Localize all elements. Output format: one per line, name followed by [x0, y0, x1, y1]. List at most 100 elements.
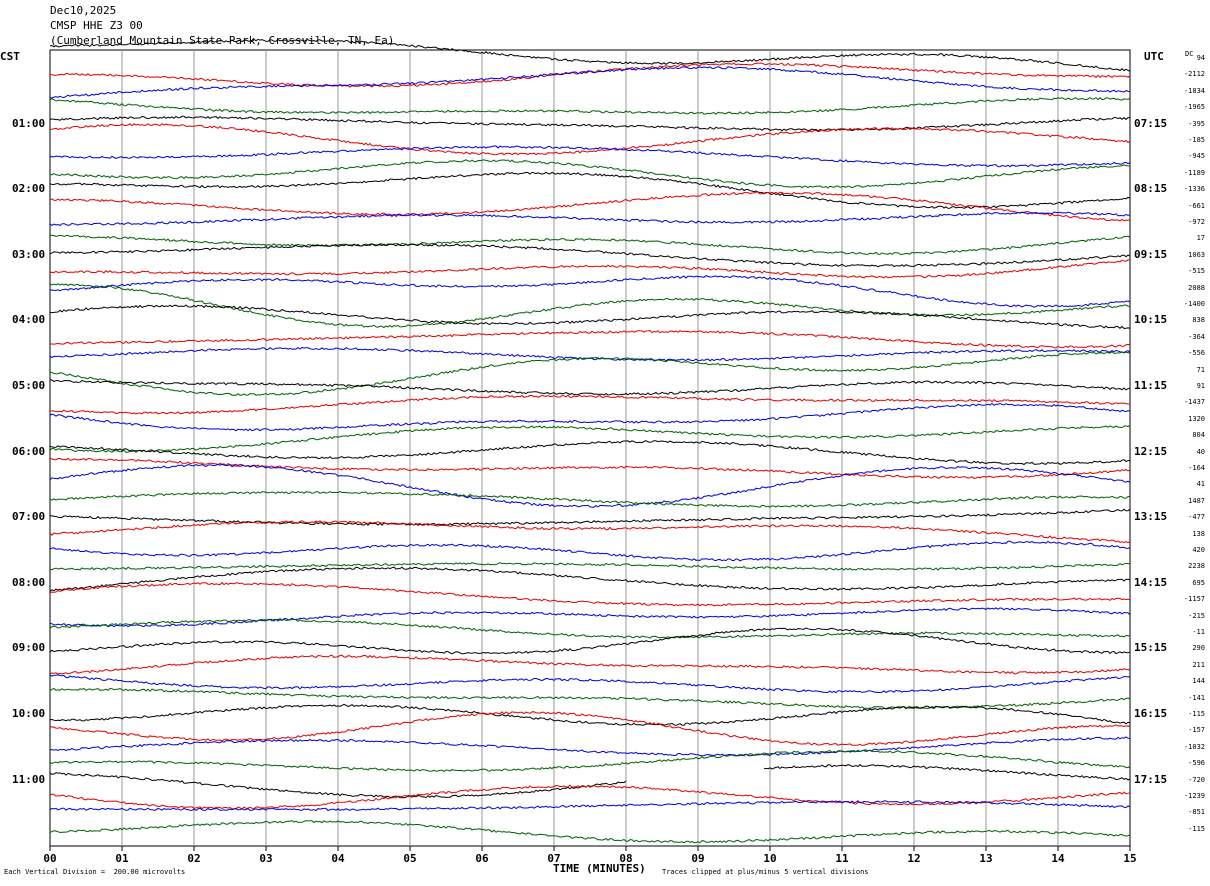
dc-offset-label: -515 — [1188, 267, 1205, 276]
right-time-label: 10:15 — [1134, 313, 1168, 327]
right-time-label: 17:15 — [1134, 772, 1168, 786]
dc-offset-label: 17 — [1196, 234, 1205, 243]
seismic-trace — [49, 627, 1131, 655]
x-tick-label: 15 — [1123, 852, 1136, 865]
left-time-label: 11:00 — [12, 772, 46, 786]
left-time-label: 04:00 — [12, 313, 46, 327]
seismic-trace — [49, 329, 1131, 349]
right-time-label: 11:15 — [1134, 379, 1168, 392]
seismic-trace — [49, 243, 1131, 268]
seismic-trace — [49, 711, 1131, 746]
x-tick-label: 08 — [619, 852, 632, 865]
x-tick-label: 06 — [475, 852, 489, 865]
dc-offset-label: -972 — [1188, 218, 1205, 226]
seismic-trace — [49, 463, 1131, 508]
x-tick-label: 05 — [403, 852, 416, 865]
x-tick-label: 13 — [979, 852, 992, 865]
x-tick-label: 11 — [835, 852, 849, 865]
seismic-trace — [49, 96, 1131, 115]
seismic-trace — [49, 275, 1131, 308]
right-time-label: 07:15 — [1134, 116, 1168, 130]
seismic-trace — [49, 654, 1131, 675]
seismic-trace — [49, 234, 1131, 255]
right-time-label: 16:15 — [1134, 707, 1168, 720]
dc-offset-label: 1487 — [1188, 496, 1205, 505]
dc-offset-label: -2112 — [1183, 70, 1205, 79]
x-tick-label: 09 — [691, 852, 704, 865]
dc-offset-label: 804 — [1192, 431, 1205, 440]
left-time-label: 05:00 — [12, 379, 46, 392]
right-time-label: 08:15 — [1134, 182, 1168, 196]
dc-offset-label: -215 — [1188, 611, 1205, 620]
left-time-label: 01:00 — [12, 116, 46, 130]
footer-right: Traces clipped at plus/minus 5 vertical … — [662, 868, 869, 876]
dc-offset-label: -1400 — [1183, 300, 1205, 308]
x-tick-label: 00 — [43, 852, 56, 865]
seismic-trace — [49, 607, 1131, 628]
left-time-label: 10:00 — [12, 707, 46, 720]
dc-offset-label: 838 — [1192, 316, 1205, 325]
seismic-trace — [49, 618, 1131, 639]
left-zone-label: CST — [0, 50, 20, 63]
dc-offset-label: 91 — [1196, 382, 1205, 390]
plot-frame — [49, 49, 1131, 847]
x-tick-label: 01 — [115, 852, 129, 865]
seismic-trace — [49, 687, 1131, 710]
seismic-trace — [49, 540, 1131, 562]
seismic-trace — [49, 520, 1131, 544]
seismic-trace — [49, 115, 1131, 132]
dc-offset-label: -661 — [1188, 201, 1205, 210]
seismic-trace — [49, 346, 1131, 362]
seismic-trace — [49, 800, 1131, 812]
header-station: CMSP HHE Z3 00 — [50, 19, 143, 32]
seismic-trace — [49, 508, 1131, 526]
dc-offset-label: -164 — [1188, 464, 1205, 472]
right-time-label: 14:15 — [1134, 575, 1168, 589]
seismic-trace — [49, 581, 1131, 607]
seismic-trace — [49, 145, 1131, 168]
seismic-trace — [49, 402, 1131, 432]
dc-offset-label: -11 — [1192, 628, 1205, 636]
seismic-trace — [49, 566, 1131, 592]
dc-offset-label: 40 — [1196, 447, 1205, 456]
left-time-label: 09:00 — [12, 641, 46, 655]
right-time-label: 13:15 — [1134, 510, 1168, 524]
x-axis-label: TIME (MINUTES) — [553, 862, 646, 875]
x-tick-label: 14 — [1051, 852, 1065, 865]
dc-offset-label: -945 — [1188, 152, 1205, 161]
left-time-label: 06:00 — [12, 444, 46, 458]
dc-offset-label: -141 — [1188, 693, 1205, 702]
x-tick-label: 12 — [907, 852, 920, 865]
dc-offset-label: -115 — [1188, 824, 1205, 833]
dc-offset-label: 211 — [1192, 660, 1205, 669]
dc-offset-label: -720 — [1188, 775, 1205, 784]
x-tick-label: 10 — [763, 852, 776, 865]
dc-offset-label: -477 — [1188, 513, 1205, 522]
seismic-trace — [49, 736, 1131, 757]
dc-offset-label: -1032 — [1183, 742, 1205, 751]
dc-offset-label: -1239 — [1183, 792, 1205, 800]
x-tick-label: 03 — [259, 852, 272, 865]
left-time-label: 08:00 — [12, 575, 46, 589]
dc-offset-label: 144 — [1192, 677, 1205, 686]
seismic-trace — [49, 283, 1131, 329]
seismic-trace — [49, 123, 1131, 156]
seismic-trace — [49, 440, 1131, 466]
right-time-label: 12:15 — [1134, 444, 1168, 458]
seismic-trace — [49, 820, 1131, 844]
dc-offset-label: 138 — [1192, 529, 1205, 538]
dc-offset-label: 94 — [1196, 54, 1205, 62]
seismic-trace — [49, 211, 1131, 227]
seismic-trace — [49, 394, 1131, 415]
seismic-trace — [49, 259, 1131, 279]
right-zone-label: UTC — [1144, 50, 1164, 63]
dc-offset-label: 2088 — [1188, 283, 1205, 292]
seismic-trace — [49, 674, 1131, 694]
left-time-label: 03:00 — [12, 247, 46, 261]
dc-offset-label: -556 — [1188, 349, 1205, 358]
dc-offset-label: -185 — [1188, 136, 1205, 144]
seismic-trace — [49, 425, 1131, 453]
dc-offset-label: 695 — [1192, 578, 1205, 587]
dc-offset-label: -596 — [1188, 759, 1205, 768]
